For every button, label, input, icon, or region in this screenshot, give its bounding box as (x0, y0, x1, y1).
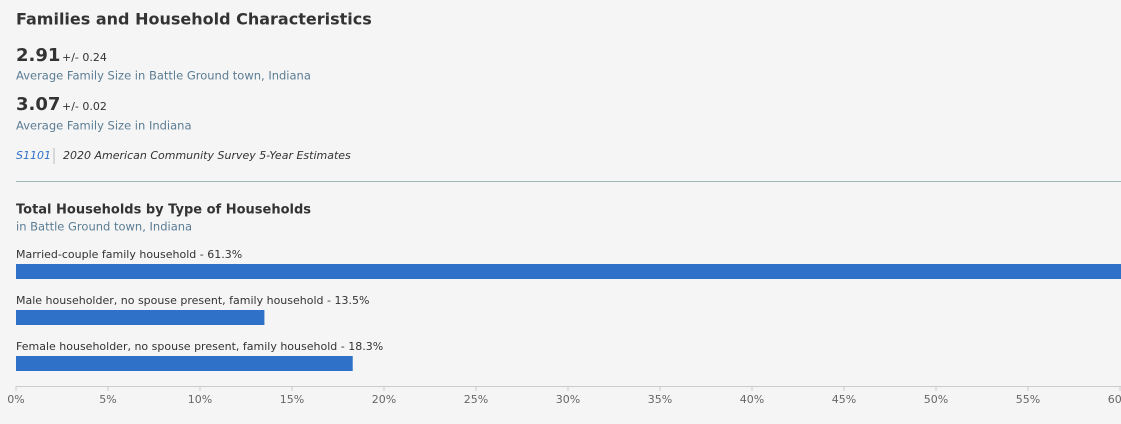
stat-value: 2.91 (16, 45, 60, 66)
x-tick-label: 20% (372, 393, 396, 406)
x-tick-label: 35% (648, 393, 672, 406)
x-tick-label: 30% (556, 393, 580, 406)
bar-label: Female householder, no spouse present, f… (16, 340, 383, 353)
source-link[interactable]: S1101 (16, 149, 51, 162)
x-tick-label: 25% (464, 393, 488, 406)
x-tick-label: 5% (99, 393, 116, 406)
bar-label: Male householder, no spouse present, fam… (16, 294, 369, 307)
section-title: Families and Household Characteristics (16, 10, 372, 29)
bar (16, 310, 265, 325)
stat-label: Average Family Size in Indiana (16, 119, 192, 133)
x-tick-label: 50% (924, 393, 948, 406)
source-survey: 2020 American Community Survey 5-Year Es… (63, 149, 351, 162)
chart-title: Total Households by Type of Households (16, 203, 311, 218)
stat-value: 3.07 (16, 94, 60, 115)
x-tick-label: 60% (1108, 393, 1121, 406)
x-tick-label: 45% (832, 393, 856, 406)
chart-subtitle: in Battle Ground town, Indiana (16, 220, 192, 234)
stat-moe: +/- 0.24 (62, 51, 107, 64)
bar (16, 356, 353, 371)
x-tick-label: 0% (7, 393, 24, 406)
x-tick-label: 15% (280, 393, 304, 406)
bar (16, 264, 1121, 279)
stat-label: Average Family Size in Battle Ground tow… (16, 69, 311, 83)
stat-moe: +/- 0.02 (62, 100, 107, 113)
x-tick-label: 55% (1016, 393, 1040, 406)
x-tick-label: 10% (188, 393, 212, 406)
x-tick-label: 40% (740, 393, 764, 406)
bar-label: Married-couple family household - 61.3% (16, 248, 242, 261)
